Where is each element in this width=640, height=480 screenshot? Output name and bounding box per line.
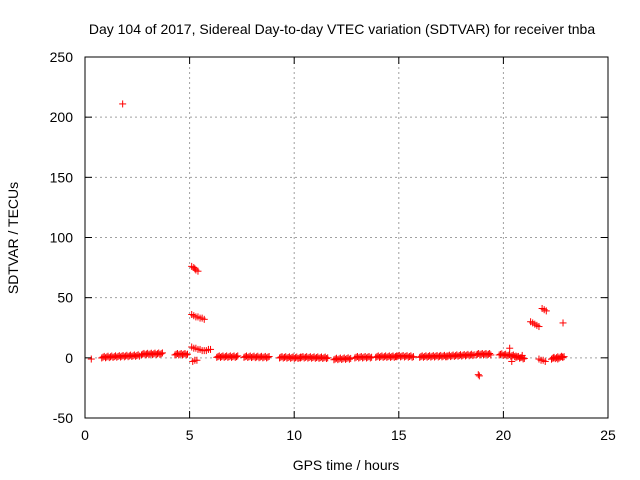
data-point	[409, 353, 417, 361]
data-point	[87, 355, 95, 363]
data-point	[158, 349, 166, 357]
x-tick-label: 10	[286, 427, 302, 443]
grid	[85, 57, 608, 418]
y-tick-label: 150	[50, 169, 74, 185]
data-point	[265, 353, 273, 361]
plot-frame	[84, 56, 609, 419]
tick-labels: 0 5 10 15 20 25 -50 0 50 100 150 200 250	[50, 49, 616, 443]
data-point	[234, 352, 242, 360]
data-point	[559, 319, 567, 327]
y-tick-label: 250	[50, 49, 74, 65]
data-point	[157, 350, 165, 358]
data-points	[87, 100, 568, 380]
y-tick-label: 0	[65, 350, 73, 366]
x-tick-label: 25	[600, 427, 616, 443]
x-tick-label: 0	[81, 427, 89, 443]
data-point	[119, 100, 127, 108]
data-point	[200, 315, 208, 323]
data-point	[559, 354, 567, 362]
x-tick-label: 15	[391, 427, 407, 443]
data-point	[487, 351, 495, 359]
data-point	[535, 323, 543, 331]
y-tick-label: 50	[57, 290, 73, 306]
data-point	[366, 354, 374, 362]
data-point	[184, 350, 192, 358]
data-point	[345, 355, 353, 363]
data-point	[475, 372, 483, 380]
data-point	[207, 345, 215, 353]
data-point	[520, 354, 528, 362]
x-tick-label: 5	[186, 427, 194, 443]
data-point	[486, 350, 494, 358]
data-point	[506, 344, 514, 352]
data-point	[541, 357, 549, 365]
data-point	[542, 307, 550, 315]
data-point	[560, 353, 568, 361]
data-point	[232, 353, 240, 361]
data-point	[408, 353, 416, 361]
x-axis-label: GPS time / hours	[293, 457, 400, 473]
data-point	[324, 354, 332, 362]
y-axis-label: SDTVAR / TECUs	[5, 182, 21, 294]
chart-title: Day 104 of 2017, Sidereal Day-to-day VTE…	[89, 21, 596, 37]
y-tick-label: 100	[50, 230, 74, 246]
data-point	[194, 267, 202, 275]
data-point	[264, 353, 272, 361]
data-point	[193, 356, 201, 364]
y-tick-label: -50	[53, 410, 73, 426]
data-point	[474, 371, 482, 379]
data-point	[469, 352, 477, 360]
data-point	[182, 351, 190, 359]
y-tick-label: 200	[50, 109, 74, 125]
x-tick-label: 20	[496, 427, 512, 443]
data-point	[322, 355, 330, 363]
